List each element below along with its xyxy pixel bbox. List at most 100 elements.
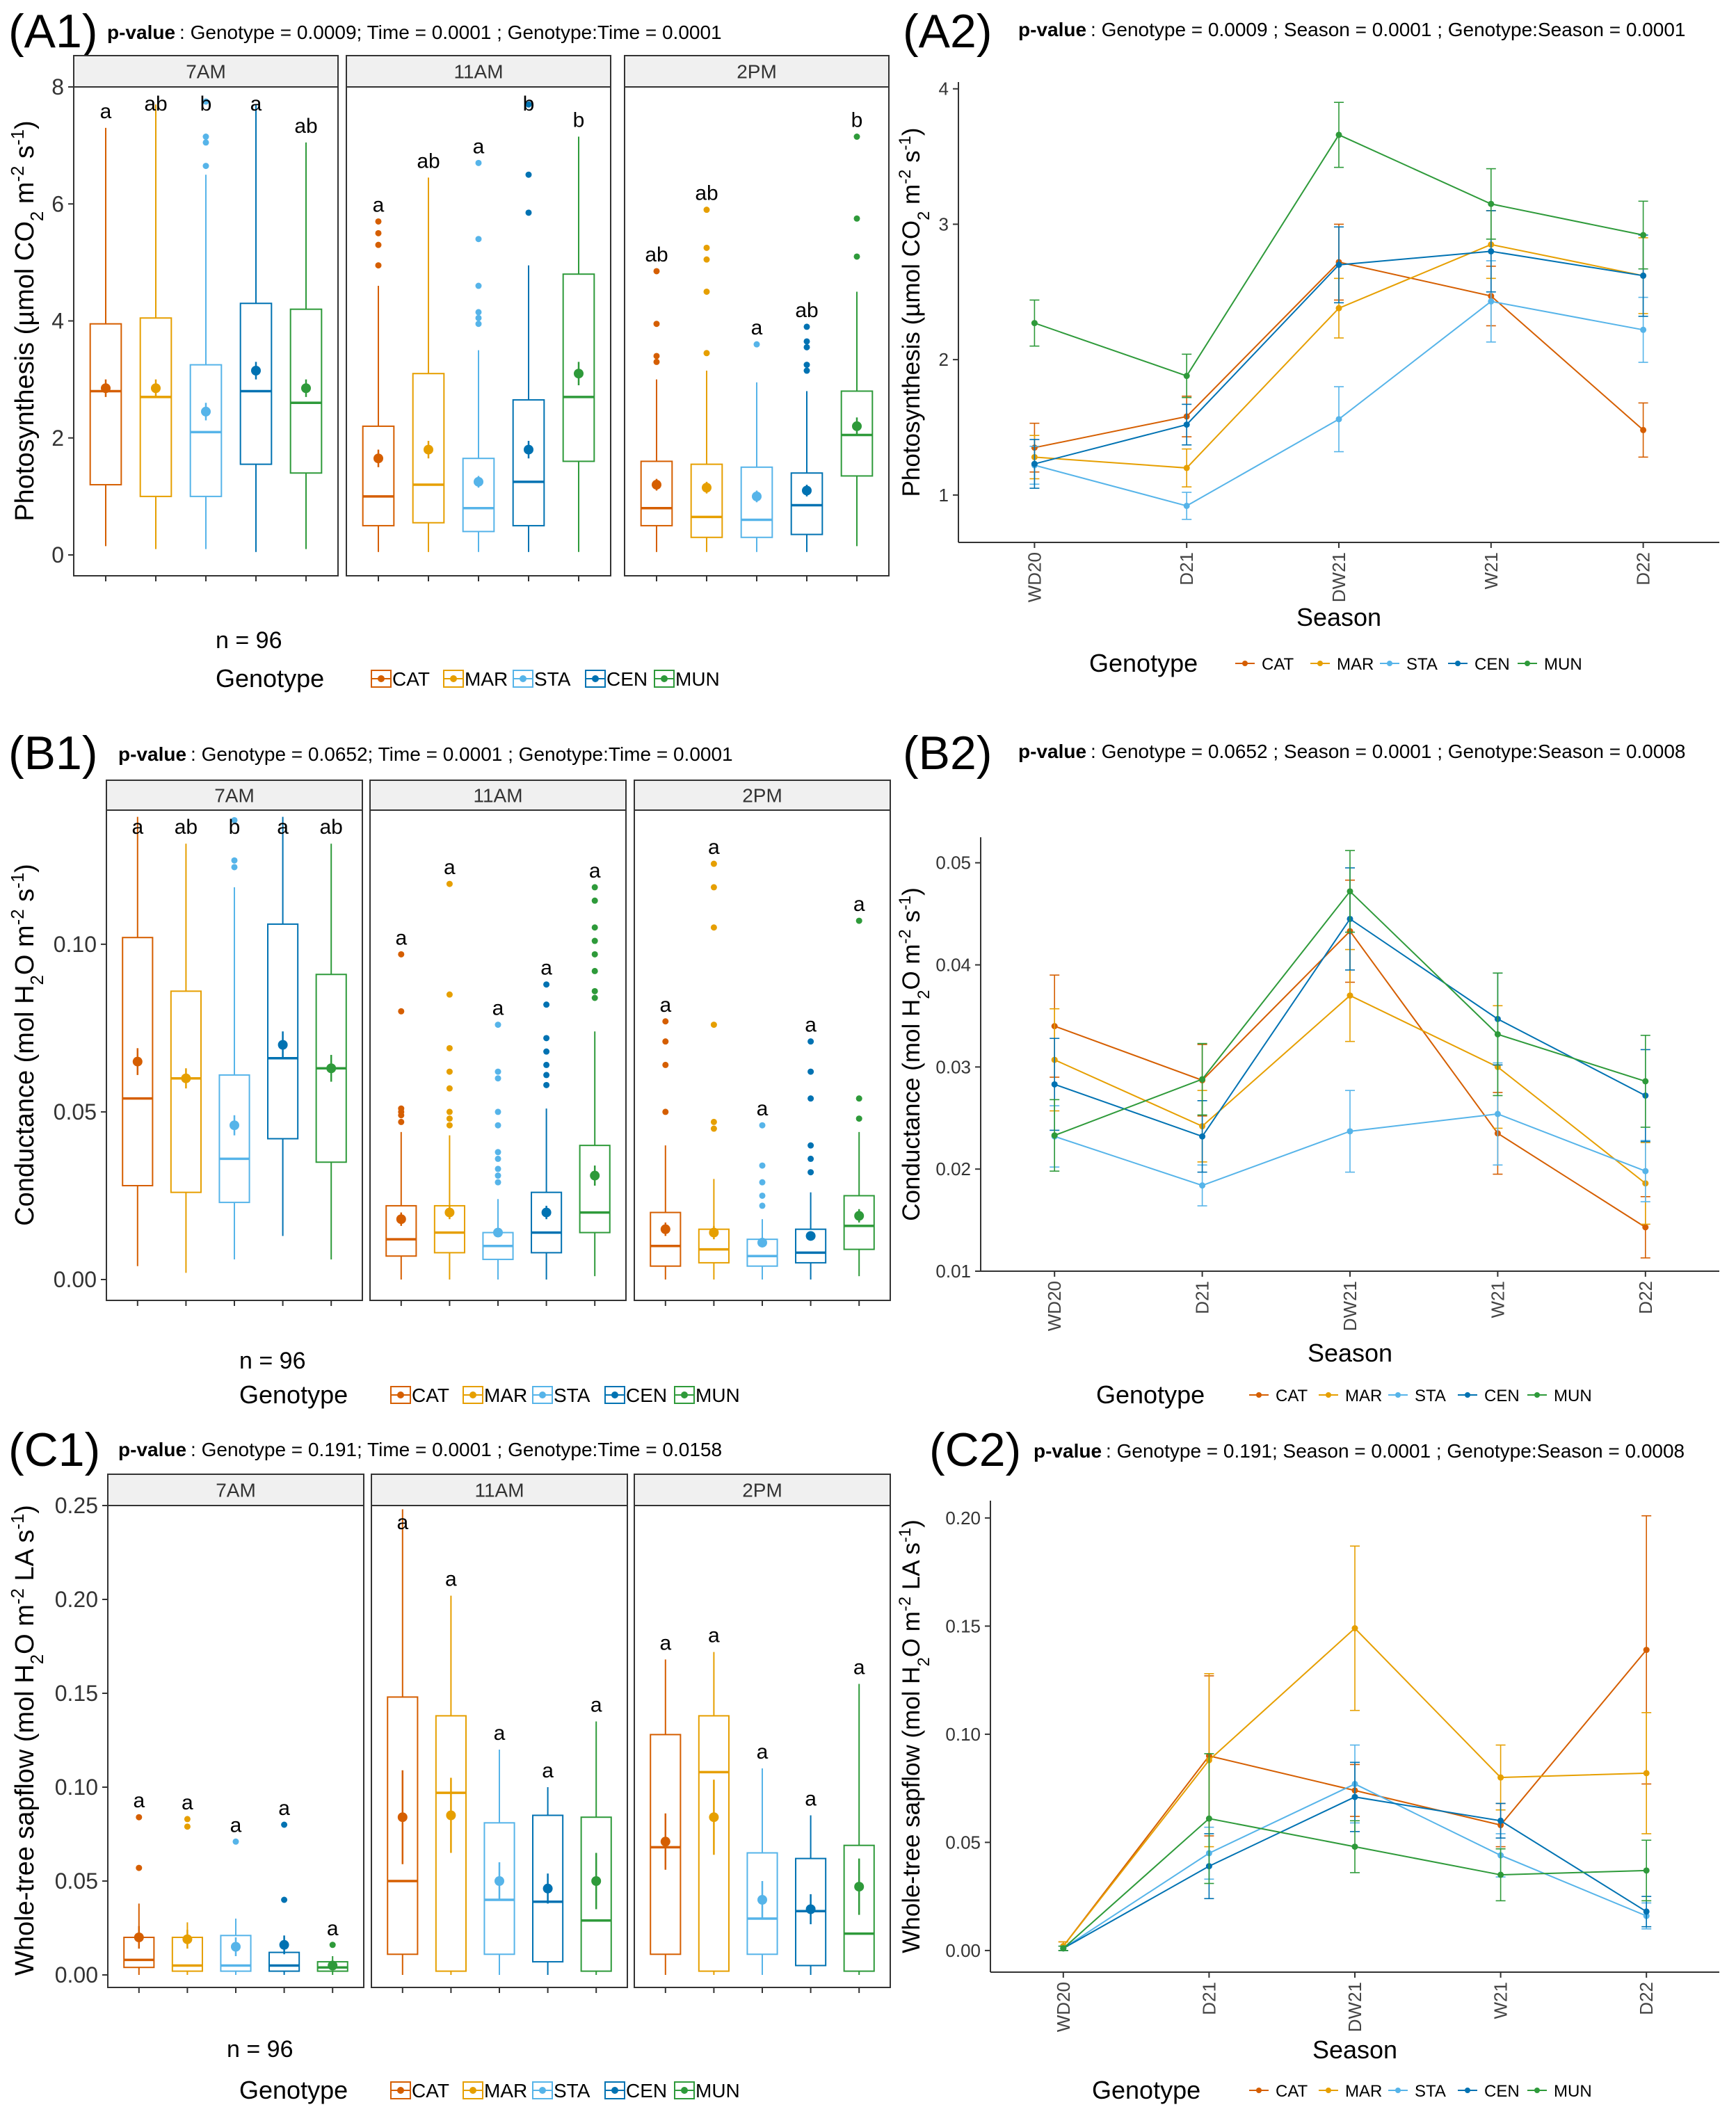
mean-point xyxy=(397,1812,408,1823)
legend-label-cen: CEN xyxy=(626,2080,667,2101)
ylabel-part: s xyxy=(898,910,925,929)
data-point xyxy=(1347,1128,1353,1135)
legend-key-point xyxy=(661,675,668,682)
outlier-point xyxy=(853,215,860,222)
mean-point xyxy=(757,1237,767,1248)
facet-strip xyxy=(634,1474,891,1506)
ylabel-part: -1 xyxy=(896,1528,915,1542)
mean-point xyxy=(702,483,712,493)
box-body xyxy=(189,364,223,497)
outlier-point xyxy=(853,253,860,260)
outlier-point xyxy=(202,139,209,146)
data-point xyxy=(1488,200,1495,207)
mean-point xyxy=(541,1207,552,1218)
outlier-point xyxy=(446,880,453,887)
n-label-C1: n = 96 xyxy=(227,2036,293,2063)
data-point xyxy=(1497,1774,1504,1781)
legend-label-cen: CEN xyxy=(626,1385,667,1406)
outlier-point xyxy=(710,1022,717,1028)
outlier-point xyxy=(543,981,550,988)
outlier-point xyxy=(653,268,660,275)
y-tick-label: 0.10 xyxy=(55,1775,98,1800)
n-label-B1: n = 96 xyxy=(239,1348,305,1374)
outlier-point xyxy=(375,241,382,248)
significance-letter: a xyxy=(805,1014,817,1037)
pvalue-text: : Genotype = 0.0652; Time = 0.0001 ; Gen… xyxy=(191,743,733,765)
outlier-point xyxy=(184,1816,191,1823)
legend-label-cat: CAT xyxy=(1276,2082,1308,2101)
data-point xyxy=(1497,1817,1504,1824)
significance-letter: a xyxy=(757,1097,769,1120)
mean-point xyxy=(134,1933,144,1942)
outlier-point xyxy=(703,288,710,295)
legend-label-cen: CEN xyxy=(606,668,648,690)
legend-label-mar: MAR xyxy=(1337,655,1374,674)
y-tick-label: 0.00 xyxy=(54,1267,97,1292)
significance-letter: a xyxy=(659,994,671,1017)
x-tick-label: WD20 xyxy=(1044,1281,1065,1331)
outlier-point xyxy=(855,1115,862,1122)
x-tick-label: W21 xyxy=(1481,552,1502,589)
ylabel-part: ) xyxy=(10,864,40,873)
outlier-point xyxy=(591,967,598,974)
outlier-point xyxy=(398,1118,405,1125)
significance-letter: a xyxy=(445,1568,457,1591)
legend-key-point xyxy=(1387,661,1392,666)
legend-label-cen: CEN xyxy=(1484,2082,1520,2101)
legend-label-mar: MAR xyxy=(1345,2082,1382,2101)
outlier-point xyxy=(653,358,660,365)
mean-point xyxy=(181,1073,191,1083)
data-point xyxy=(1488,248,1495,255)
outlier-point xyxy=(446,1122,453,1129)
x-tick-label: D21 xyxy=(1176,552,1197,586)
panel-label-B1: (B1) xyxy=(8,727,97,780)
significance-letter: ab xyxy=(795,299,818,322)
mean-point xyxy=(231,1942,241,1952)
outlier-point xyxy=(281,1821,288,1828)
y-tick-label: 0.25 xyxy=(55,1493,98,1518)
significance-letter: a xyxy=(444,856,456,879)
facet-label: 2PM xyxy=(742,1480,782,1501)
y-tick-label: 1 xyxy=(939,485,949,506)
data-point xyxy=(1640,426,1647,433)
ylabel-part: -1 xyxy=(8,129,28,145)
outlier-point xyxy=(662,1108,669,1115)
ylabel-part: -2 xyxy=(896,1597,915,1611)
outlier-point xyxy=(662,1038,669,1045)
legend-label-cat: CAT xyxy=(1262,655,1294,674)
legend-A1-title: Genotype xyxy=(216,664,324,693)
box-body xyxy=(462,458,495,533)
outlier-point xyxy=(543,1048,550,1055)
facet-label: 2PM xyxy=(737,61,777,83)
ylabel-part: -2 xyxy=(896,170,915,184)
significance-letter: a xyxy=(659,1631,671,1654)
legend-key-point xyxy=(681,1391,688,1398)
ylabel-part: s xyxy=(10,145,40,166)
legend-key-point xyxy=(1395,1392,1401,1398)
outlier-point xyxy=(591,884,598,891)
outlier-point xyxy=(495,1165,501,1172)
x-tick-label: WD20 xyxy=(1053,1982,1074,2032)
legend-key-point xyxy=(539,1391,546,1398)
panel-label-A2: (A2) xyxy=(903,5,992,58)
data-point xyxy=(1031,320,1038,327)
facet-strip xyxy=(371,1474,628,1506)
box-body xyxy=(170,990,202,1193)
data-point xyxy=(1335,261,1342,268)
outlier-point xyxy=(543,1035,550,1042)
data-point xyxy=(1335,416,1342,423)
box-body xyxy=(362,425,395,526)
data-point xyxy=(1183,465,1190,471)
legend-key-point xyxy=(397,2087,404,2094)
legend-key-point xyxy=(611,2087,618,2094)
pvalue-text: : Genotype = 0.191; Season = 0.0001 ; Ge… xyxy=(1106,1440,1685,1462)
x-tick-label: W21 xyxy=(1487,1281,1508,1318)
significance-letter: b xyxy=(851,109,863,132)
data-point xyxy=(1488,298,1495,305)
mean-point xyxy=(182,1934,193,1944)
legend-key-point xyxy=(539,2087,546,2094)
significance-letter: a xyxy=(327,1917,339,1940)
x-tick-label: D22 xyxy=(1633,552,1654,586)
data-point xyxy=(1199,1076,1206,1083)
outlier-point xyxy=(231,864,238,871)
